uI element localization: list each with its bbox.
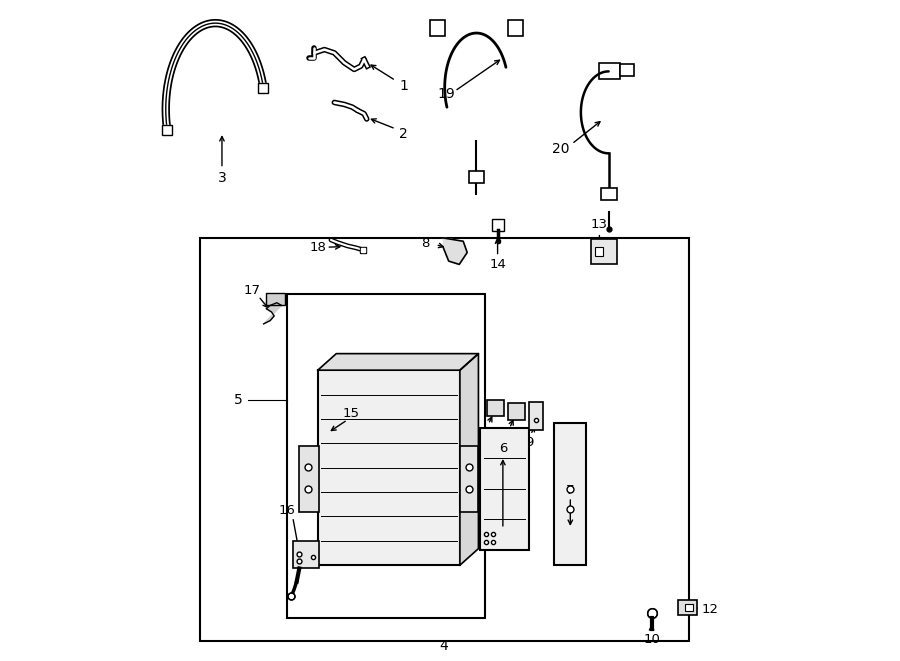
Bar [685,604,693,611]
Bar [598,63,620,79]
Bar [596,247,603,256]
Bar [300,446,319,512]
Bar [292,541,320,568]
Text: 20: 20 [553,141,570,156]
Text: 18: 18 [310,241,326,254]
Bar [430,20,445,36]
Bar [678,600,697,615]
Polygon shape [460,354,479,565]
Text: 2: 2 [400,126,408,141]
Bar [200,238,689,641]
Text: 14: 14 [490,258,506,271]
Text: 19: 19 [437,87,455,101]
Polygon shape [318,354,479,370]
Bar [591,239,617,264]
Bar [529,402,543,430]
Text: 1: 1 [400,79,409,93]
Text: 12: 12 [701,603,718,616]
Text: 16: 16 [279,504,296,517]
Bar [620,64,634,76]
Text: 7: 7 [566,484,574,497]
Text: 13: 13 [501,430,518,443]
Bar [318,370,460,565]
Bar [600,188,617,200]
Bar [266,293,284,305]
Bar [487,400,503,416]
Text: 13: 13 [591,218,608,231]
Bar [508,403,525,420]
Text: 11: 11 [479,426,496,439]
Text: 3: 3 [218,171,226,186]
Text: 6: 6 [499,442,507,455]
Text: 5: 5 [234,393,243,407]
Text: 15: 15 [342,407,359,420]
Bar [460,446,479,512]
Bar [508,20,523,36]
Text: 8: 8 [421,237,429,250]
Bar [480,428,529,550]
Polygon shape [264,303,282,324]
Text: 17: 17 [243,284,260,297]
Text: 9: 9 [525,436,534,449]
Bar [469,171,484,183]
Bar [554,423,586,565]
Text: 10: 10 [644,633,660,646]
Bar [287,294,485,618]
Polygon shape [444,238,467,264]
Text: 4: 4 [439,639,448,654]
